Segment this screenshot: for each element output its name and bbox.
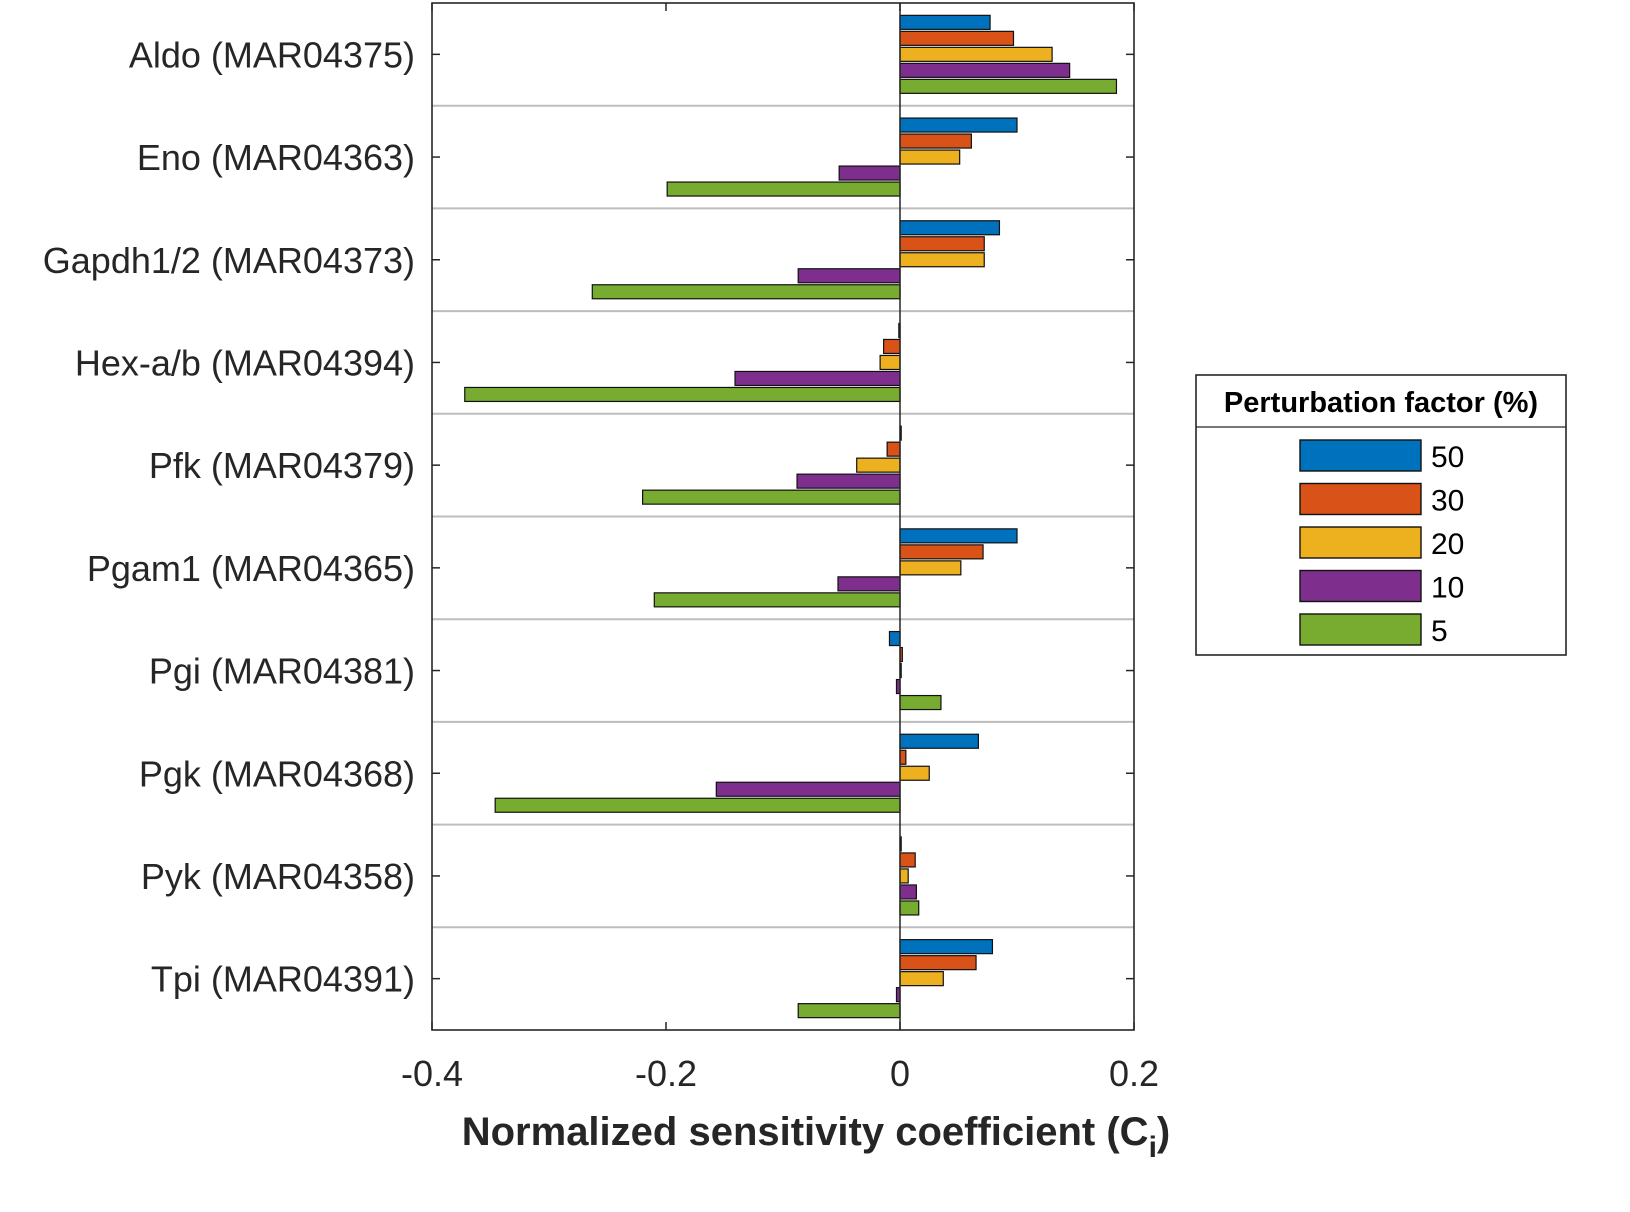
y-tick-label: Pgk (MAR04368)	[139, 753, 415, 794]
legend-swatch-50	[1299, 439, 1422, 472]
bar-10-9	[899, 884, 917, 900]
x-tick-label: 0.2	[1109, 1053, 1159, 1094]
category-separators	[432, 104, 1134, 929]
legend-label-20: 20	[1431, 528, 1464, 561]
legend-label-50: 50	[1431, 441, 1464, 474]
bar-5-7	[899, 694, 942, 711]
bar-50-3	[899, 220, 1001, 236]
y-tick-label: Pgam1 (MAR04365)	[87, 548, 415, 589]
x-tick-label: -0.4	[401, 1053, 463, 1094]
bar-5-2	[666, 181, 901, 197]
bar-20-4	[879, 354, 901, 371]
y-tick-label: Gapdh1/2 (MAR04373)	[43, 240, 415, 281]
legend-swatch-20	[1299, 526, 1422, 559]
legend-label-10: 10	[1431, 572, 1464, 605]
y-tick-label: Pgi (MAR04381)	[149, 651, 415, 692]
bar-30-1	[899, 30, 1015, 46]
bar-5-10	[797, 1003, 901, 1019]
bar-5-6	[653, 592, 901, 608]
y-tick-label: Tpi (MAR04391)	[151, 959, 415, 1000]
bar-30-5	[886, 441, 901, 457]
bar-5-1	[899, 78, 1118, 94]
bar-20-1	[899, 46, 1053, 62]
legend-label-5: 5	[1431, 615, 1448, 648]
y-tick-label: Eno (MAR04363)	[137, 137, 415, 178]
bar-20-6	[899, 560, 962, 576]
x-tick-label: 0	[890, 1053, 910, 1094]
bar-5-9	[899, 900, 920, 916]
x-tick-label: -0.2	[635, 1053, 697, 1094]
bar-20-8	[899, 765, 930, 781]
bar-30-3	[899, 236, 985, 252]
plot-frame	[431, 2, 1135, 1031]
legend-swatch-10	[1299, 569, 1422, 603]
x-tick-labels: -0.4 -0.2 0 0.2	[401, 1053, 1159, 1094]
bar-30-4	[883, 338, 901, 355]
y-tick-label: Pfk (MAR04379)	[149, 445, 415, 486]
bar-50-2	[899, 117, 1018, 133]
y-tick-label: Aldo (MAR04375)	[129, 34, 415, 75]
legend: Perturbation factor (%) 50 30 20 10 5	[1195, 374, 1567, 656]
bar-20-5	[856, 457, 901, 473]
bar-20-10	[899, 971, 944, 987]
y-tick-label: Hex-a/b (MAR04394)	[75, 342, 415, 383]
bar-5-4	[464, 386, 901, 403]
bar-5-8	[494, 797, 901, 813]
bar-30-10	[899, 955, 977, 971]
x-axis-label-subscript: i	[1149, 1131, 1157, 1164]
y-tick-label: Pyk (MAR04358)	[141, 856, 415, 897]
bar-10-6	[837, 576, 901, 592]
legend-label-30: 30	[1431, 485, 1464, 518]
bar-20-3	[899, 252, 985, 268]
legend-swatch-30	[1299, 482, 1422, 516]
bar-20-9	[899, 868, 909, 884]
bar-30-8	[899, 749, 907, 765]
bar-5-3	[591, 284, 901, 300]
bar-30-2	[899, 133, 972, 149]
bar-10-3	[797, 268, 901, 284]
bar-10-1	[899, 62, 1071, 78]
legend-title: Perturbation factor (%)	[1224, 387, 1538, 419]
bar-20-2	[899, 149, 961, 165]
legend-items: 50 30 20 10 5	[1299, 439, 1464, 648]
bar-5-5	[641, 489, 901, 505]
bar-50-6	[899, 528, 1018, 544]
bar-30-6	[899, 544, 984, 560]
bar-30-9	[899, 852, 916, 868]
bar-50-7	[888, 630, 901, 647]
bar-10-2	[838, 165, 901, 181]
x-axis-label-close: )	[1157, 1110, 1170, 1154]
bar-50-1	[899, 14, 991, 30]
legend-swatch-5	[1299, 613, 1422, 646]
y-tick-labels: Aldo (MAR04375) Eno (MAR04363) Gapdh1/2 (M…	[43, 34, 415, 999]
axis-ticks	[431, 3, 1135, 1030]
bar-50-10	[899, 939, 994, 955]
bar-10-5	[796, 473, 901, 489]
bar-50-8	[899, 733, 979, 749]
bar-10-8	[715, 781, 901, 797]
x-axis-label: Normalized sensitivity coefficient (Ci)	[462, 1110, 1171, 1164]
bar-10-4	[734, 370, 901, 387]
